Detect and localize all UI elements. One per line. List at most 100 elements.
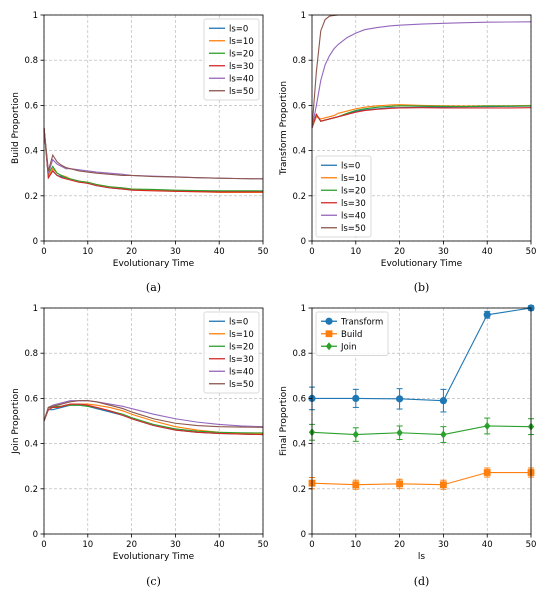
- x-tick-label: 50: [258, 247, 269, 257]
- y-tick-label: 0.6: [24, 101, 38, 111]
- panel-d: 0 10 20 30 40 50 0 0.2 0.4 0.6 0.8 1 ls Final Proport…: [279, 304, 536, 588]
- y-tick-label: 0.4: [292, 440, 306, 450]
- series-line-ls=30: [43, 127, 263, 193]
- y-tick-label: 0.6: [292, 394, 306, 404]
- legend-label: ls=10: [229, 330, 254, 340]
- plot-frame: [311, 14, 532, 242]
- series-line-ls=0: [311, 105, 532, 129]
- series-line-ls=30: [311, 107, 532, 129]
- legend-label: Join: [340, 342, 356, 352]
- panel-caption: (b): [414, 281, 430, 294]
- x-tick-label: 40: [214, 247, 225, 257]
- y-tick-label: 0.2: [24, 485, 38, 495]
- legend-label: ls=40: [229, 74, 254, 84]
- x-tick-label: 30: [170, 247, 181, 257]
- panel-a: 0 10 20 30 40 50 0 0.2 0.4 0.6 0.8 1 Evolutionary Ti…: [11, 11, 268, 294]
- series-line-ls=50: [43, 400, 264, 428]
- legend: ls=0 ls=10 ls=20 ls=30 ls=40 ls=50: [203, 311, 260, 394]
- x-tick-label: 0: [309, 247, 314, 257]
- x-axis-label: Evolutionary Time: [113, 552, 195, 562]
- legend-box: [315, 155, 372, 238]
- series-line-ls=10: [43, 127, 263, 193]
- legend-marker: [325, 317, 333, 325]
- legend-label: ls=20: [341, 186, 366, 196]
- data-point: [483, 469, 491, 476]
- data-point: [396, 428, 403, 437]
- series-line-Build: [311, 471, 531, 486]
- series-line-ls=40: [311, 21, 532, 129]
- data-point: [396, 395, 404, 403]
- x-tick-label: 20: [394, 540, 405, 550]
- legend-label: ls=30: [341, 199, 366, 209]
- x-tick-label: 0: [41, 247, 46, 257]
- x-axis-label: ls: [418, 552, 426, 562]
- x-tick-label: 20: [394, 247, 405, 257]
- legend-label: ls=10: [341, 174, 366, 184]
- data-point: [396, 480, 403, 488]
- x-tick-label: 10: [82, 540, 93, 550]
- x-tick-label: 40: [482, 540, 493, 550]
- y-tick-label: 0.6: [292, 101, 306, 111]
- legend-box: [203, 311, 260, 394]
- y-tick-label: 0.2: [292, 485, 306, 495]
- legend-label: ls=0: [229, 24, 248, 34]
- x-tick-label: 50: [526, 540, 537, 550]
- y-tick-label: 0: [33, 530, 38, 540]
- x-tick-label: 20: [126, 247, 137, 257]
- panel-b: 0 10 20 30 40 50 0 0.2 0.4 0.6 0.8 1 Evolutionary Ti…: [279, 11, 536, 294]
- x-tick-label: 50: [526, 247, 537, 257]
- x-tick-label: 40: [482, 247, 493, 257]
- x-tick-label: 0: [41, 540, 46, 550]
- series-line-ls=40: [43, 127, 264, 180]
- data-point: [352, 394, 360, 402]
- x-tick-label: 30: [438, 540, 449, 550]
- x-tick-label: 20: [126, 540, 137, 550]
- legend-label: ls=50: [229, 87, 254, 97]
- series-line-Transform: [312, 307, 532, 402]
- y-tick-label: 0: [33, 237, 38, 247]
- legend-label: ls=30: [229, 62, 254, 72]
- legend-marker: [325, 342, 333, 351]
- x-axis-label: Evolutionary Time: [381, 259, 463, 269]
- y-tick-label: 0.8: [292, 349, 306, 359]
- data-point: [352, 481, 360, 489]
- x-tick-label: 10: [82, 247, 93, 257]
- legend-label: ls=50: [341, 224, 366, 234]
- y-axis-label: Final Proportion: [279, 386, 289, 456]
- panel-caption: (d): [414, 575, 430, 588]
- y-tick-label: 0.4: [24, 440, 38, 450]
- y-tick-label: 1: [301, 304, 306, 314]
- series-line-ls=0: [43, 404, 264, 436]
- data-point: [439, 397, 447, 405]
- legend-box: [315, 311, 389, 356]
- legend-label: ls=0: [229, 317, 248, 327]
- y-tick-label: 0.8: [24, 56, 38, 66]
- legend-label: ls=20: [229, 49, 254, 59]
- x-tick-label: 10: [350, 247, 361, 257]
- data-point: [483, 311, 491, 319]
- legend: Transform Build Join: [315, 311, 389, 356]
- series-line-ls=50: [43, 127, 264, 180]
- legend-label: ls=10: [229, 37, 254, 47]
- legend-label: ls=20: [229, 342, 254, 352]
- panel-c: 0 10 20 30 40 50 0 0.2 0.4 0.6 0.8 1 Evolutionary Ti…: [11, 304, 268, 588]
- y-axis-label: Join Proportion: [11, 388, 21, 455]
- legend-label: Build: [341, 330, 362, 340]
- plot-frame: [43, 14, 264, 242]
- y-tick-label: 0.8: [292, 56, 306, 66]
- legend-label: ls=40: [229, 367, 254, 377]
- legend-label: ls=30: [229, 355, 254, 365]
- y-tick-label: 0.4: [292, 147, 306, 157]
- series-line-ls=30: [43, 403, 264, 436]
- legend-box: [203, 18, 260, 101]
- y-tick-label: 1: [301, 11, 306, 21]
- y-axis-label: Transform Proportion: [279, 81, 289, 176]
- x-tick-label: 40: [214, 540, 225, 550]
- legend-label: Transform: [340, 317, 383, 327]
- series-line-ls=20: [311, 105, 532, 129]
- legend: ls=0 ls=10 ls=20 ls=30 ls=40 ls=50: [203, 18, 260, 101]
- x-tick-label: 30: [170, 540, 181, 550]
- y-tick-label: 0.4: [24, 147, 38, 157]
- data-point: [484, 421, 491, 430]
